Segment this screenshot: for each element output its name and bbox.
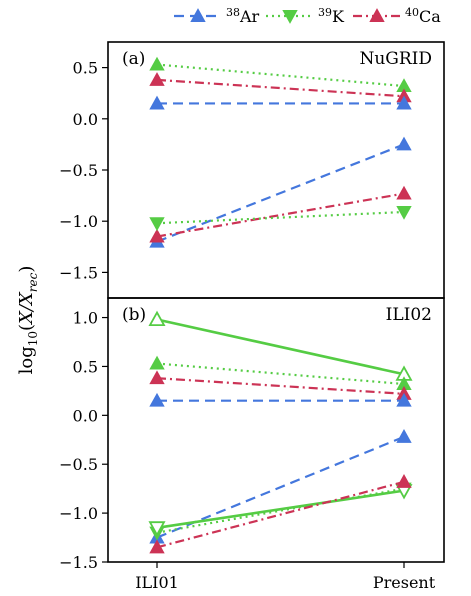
y-tick-label: −0.5 [59, 161, 98, 180]
data-point-ar [396, 136, 412, 151]
legend: 38Ar 39K 40Ca [174, 6, 441, 26]
data-point-ca [396, 473, 412, 488]
panel-frame [107, 297, 445, 563]
data-point-k [148, 310, 166, 327]
legend-marker-k [282, 9, 298, 24]
data-point-ar [396, 95, 412, 110]
series-line-ca [156, 78, 405, 98]
data-point-ar [149, 95, 165, 110]
data-point-ar [149, 392, 165, 407]
series-line-ca [156, 192, 405, 238]
y-tick-label: −1.5 [59, 553, 98, 572]
legend-marker-ca [369, 8, 385, 23]
panel-tag: (a) [122, 49, 145, 69]
y-tick-label: 1.0 [73, 309, 98, 328]
legend-marker-ar [190, 8, 206, 23]
y-tick-label: 0.5 [73, 59, 98, 78]
panel-0: 0.5 0.0 −0.5 −1.0 −1.5 (a) NuGRID [59, 41, 445, 299]
series-line-ar [156, 143, 405, 243]
panel-name: ILI02 [386, 305, 432, 325]
y-tick-label: −0.5 [59, 455, 98, 474]
y-axis-label: log10(X/Xrec) [16, 266, 40, 375]
panel-tag: (b) [122, 305, 146, 325]
data-point-k [396, 205, 412, 220]
y-tick-label: −1.0 [59, 504, 98, 523]
data-point-ar [396, 392, 412, 407]
series-line-ca [156, 377, 405, 395]
legend-label-ca: 40Ca [405, 6, 441, 26]
x-axis: ILI01 Present [135, 562, 436, 592]
panel-name: NuGRID [359, 49, 432, 69]
y-tick-label: 0.0 [73, 110, 98, 129]
x-tick-label: ILI01 [135, 573, 179, 592]
data-point-ca [149, 228, 165, 243]
data-point-ar [396, 429, 412, 443]
data-point-ca [149, 370, 165, 385]
data-point-k [148, 521, 166, 537]
data-point-ca [149, 72, 165, 86]
legend-label-k: 39K [318, 6, 345, 26]
data-point-k [149, 217, 165, 232]
y-tick-label: 0.0 [73, 406, 98, 425]
y-tick-label: −1.5 [59, 263, 98, 282]
series-line-ar [156, 435, 405, 539]
legend-label-ar: 38Ar [226, 6, 260, 26]
x-tick-label: Present [373, 573, 436, 592]
panels: 0.5 0.0 −0.5 −1.0 −1.5 (a) NuGRID 1.0 0.5 0.0 −0.5… [59, 41, 445, 572]
series-line-k [156, 210, 405, 225]
series-line-ca [156, 480, 405, 549]
y-tick-label: 0.5 [73, 357, 98, 376]
series-line-k [156, 489, 405, 530]
data-point-k [149, 355, 165, 370]
series-line-k [156, 318, 405, 376]
data-point-ca [396, 185, 412, 200]
panel-1: 1.0 0.5 0.0 −0.5 −1.0 −1.5 (b) ILI02 [59, 297, 445, 572]
data-point-ca [149, 539, 165, 554]
y-tick-label: −1.0 [59, 212, 98, 231]
data-point-k [149, 56, 165, 71]
